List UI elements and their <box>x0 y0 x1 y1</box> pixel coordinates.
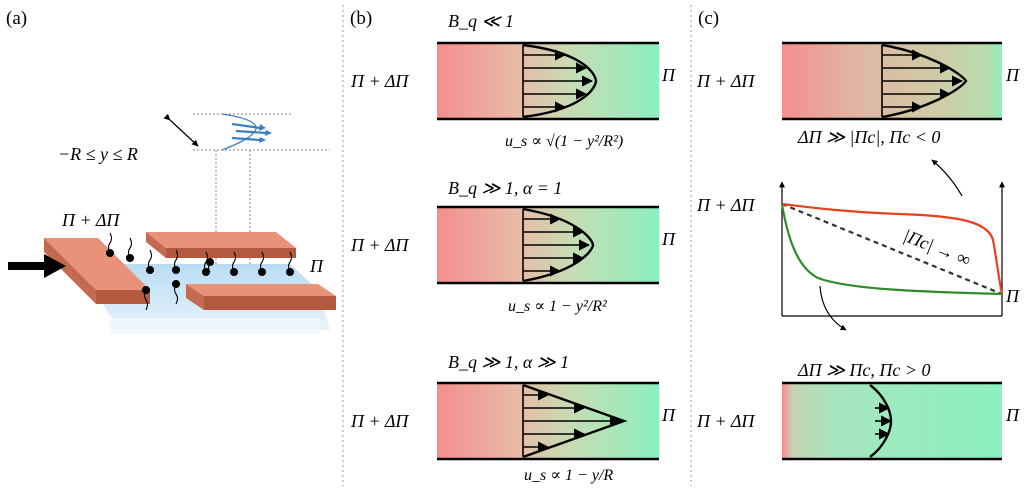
c-bottom-condition: ΔΠ ≫ Πc, Πc > 0 <box>797 360 931 380</box>
c-bottom-arrows <box>875 402 893 440</box>
pressure-graph: Π + ΔΠ Π |Πc| → ∞ <box>696 181 1020 317</box>
b2-regime: B_q ≫ 1, α = 1 <box>448 178 562 198</box>
b1-regime: B_q ≪ 1 <box>448 11 514 31</box>
b2-profile-label: u_s ∝ 1 − y²/R² <box>508 298 608 315</box>
surfactant-molecules <box>105 232 295 311</box>
channel-b3: B_q ≫ 1, α ≫ 1 Π + ΔΠ Π u_s ∝ 1 − y/R <box>350 352 676 484</box>
b1-profile-label: u_s ∝ √(1 − y²/R²) <box>505 133 623 150</box>
b2-left-label: Π + ΔΠ <box>350 235 409 255</box>
b1-arrows <box>523 49 594 113</box>
b3-left-label: Π + ΔΠ <box>350 411 409 431</box>
b1-left-label: Π + ΔΠ <box>350 71 409 91</box>
arrow-to-top <box>931 159 963 197</box>
upper-right-wall <box>146 232 296 258</box>
dashed-linear-profile <box>781 202 1003 296</box>
graph-right-label: Π <box>1005 286 1020 306</box>
c-top-left-label: Π + ΔΠ <box>696 71 755 91</box>
c-bottom-right-label: Π <box>1005 405 1020 425</box>
c-bottom-left-label: Π + ΔΠ <box>696 411 755 431</box>
panel-c: (c) Π + ΔΠ Π ΔΠ ≫ |Πc|, Πc < 0 <box>696 8 1020 461</box>
panel-b-label: (b) <box>350 8 372 29</box>
channel-b1: B_q ≪ 1 Π + ΔΠ Π u_s ∝ √(1 − y²/R²) <box>350 11 676 150</box>
channel-c-top: Π + ΔΠ Π ΔΠ ≫ |Πc|, Πc < 0 <box>696 41 1020 147</box>
panel-c-label: (c) <box>698 8 719 29</box>
graph-left-label: Π + ΔΠ <box>696 195 755 215</box>
b1-right-label: Π <box>661 65 676 85</box>
red-curve <box>781 202 1004 295</box>
substrate-edge <box>110 318 320 334</box>
panel-a-left-label: Π + ΔΠ <box>61 210 120 230</box>
channel-c-bottom: ΔΠ ≫ Πc, Πc > 0 Π + ΔΠ Π <box>696 360 1020 461</box>
lower-right-wall <box>186 284 336 310</box>
range-arrow <box>163 113 199 147</box>
range-label: −R ≤ y ≤ R <box>58 144 138 164</box>
b2-arrows <box>523 213 591 277</box>
b3-right-label: Π <box>661 405 676 425</box>
flow-arrow <box>8 254 66 278</box>
arrow-to-bottom <box>819 285 847 331</box>
c-top-right-label: Π <box>1005 65 1020 85</box>
panel-a-label: (a) <box>6 8 27 29</box>
green-curve <box>780 203 1003 296</box>
b3-profile-label: u_s ∝ 1 − y/R <box>524 467 613 484</box>
left-wall <box>44 238 150 304</box>
panel-a-right-label: Π <box>309 256 324 276</box>
channel-b2: B_q ≫ 1, α = 1 Π + ΔΠ Π u_s ∝ 1 − y²/R² <box>350 178 676 315</box>
mini-profile-icon <box>221 113 272 151</box>
b3-arrows <box>523 389 622 453</box>
graph-curve-label: |Πc| → ∞ <box>901 225 974 270</box>
panel-b: (b) B_q ≪ 1 Π + ΔΠ Π u_s ∝ √(1 − y²/R²) … <box>350 8 676 484</box>
b3-regime: B_q ≫ 1, α ≫ 1 <box>448 352 569 372</box>
panel-a: (a) −R ≤ y ≤ R Π + ΔΠ Π <box>6 8 336 334</box>
c-top-arrows <box>882 49 964 113</box>
b2-right-label: Π <box>661 229 676 249</box>
b3-profile <box>522 383 628 459</box>
c-top-condition: ΔΠ ≫ |Πc|, Πc < 0 <box>797 127 940 147</box>
